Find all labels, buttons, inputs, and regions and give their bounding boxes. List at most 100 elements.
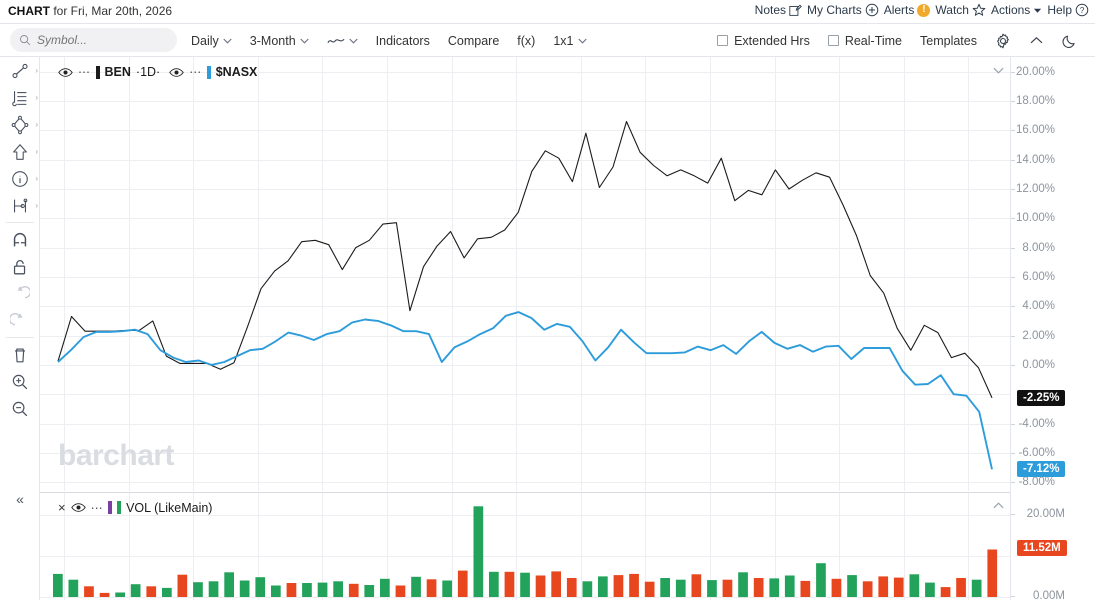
symbol-search-box[interactable] (10, 28, 177, 52)
annotation-list-tool[interactable]: › (0, 84, 40, 111)
volume-bar (691, 574, 702, 597)
fx-button[interactable]: f(x) (508, 24, 544, 57)
volume-bar (224, 572, 234, 598)
chevron-right-icon[interactable]: › (35, 66, 38, 75)
grid-line-v (775, 493, 776, 600)
volume-bar (800, 580, 811, 597)
star-icon[interactable] (972, 3, 986, 17)
chevron-right-icon[interactable]: › (35, 174, 38, 183)
volume-bar (738, 572, 748, 598)
series-symbol-ben[interactable]: BEN (104, 65, 131, 79)
menu-item-watch[interactable]: Watch (935, 3, 986, 17)
moon-icon[interactable] (1062, 33, 1078, 49)
arrow-tool[interactable]: › (0, 138, 40, 165)
grid-line-v (129, 493, 130, 600)
price-badge-nasx: -7.12% (1017, 461, 1066, 478)
trash-tool[interactable] (0, 341, 40, 368)
indicator-menu-icon[interactable]: ⋯ (90, 500, 104, 515)
fibonacci-tool[interactable]: › (0, 192, 40, 219)
chevron-right-icon[interactable]: › (35, 201, 38, 210)
axis-label-000: 0.00% (1022, 358, 1055, 371)
volume-bar (940, 587, 951, 597)
grid-lines (40, 57, 1010, 491)
volume-bar (442, 580, 452, 597)
menu-item-actions[interactable]: Actions (991, 3, 1042, 17)
real-time-checkbox[interactable]: Real-Time (819, 24, 911, 57)
plus-circle-icon[interactable] (865, 3, 879, 17)
chevron-down-icon[interactable] (348, 38, 358, 44)
grid-line-v (581, 57, 582, 491)
alerts-label: Alerts (883, 3, 915, 17)
menu-item-notes[interactable]: Notes (755, 3, 802, 17)
chevron-right-icon[interactable]: › (35, 120, 38, 129)
gear-icon[interactable] (995, 33, 1011, 49)
templates-button[interactable]: Templates (911, 24, 986, 57)
series-symbol-nasx[interactable]: $NASX (215, 65, 258, 79)
chart-canvas[interactable]: barchart ⋯ BEN ·1D· ⋯ $NASX (40, 57, 1010, 600)
remove-indicator-icon[interactable]: × (58, 500, 66, 515)
chevron-down-icon[interactable] (299, 38, 309, 44)
checkbox-box[interactable] (717, 35, 729, 46)
dark-mode-button[interactable] (1053, 24, 1087, 57)
line-chart-icon[interactable] (327, 36, 345, 46)
axis-label-1000: 10.00% (1015, 212, 1055, 225)
pane-collapse-up-icon[interactable] (993, 502, 1004, 509)
extended-hours-checkbox[interactable]: Extended Hrs (708, 24, 819, 57)
chevron-down-icon[interactable] (577, 38, 587, 44)
chevron-up-icon[interactable] (1029, 35, 1044, 46)
axis-tick (1011, 188, 1015, 190)
lock-tool[interactable] (0, 253, 40, 280)
eye-icon[interactable] (169, 67, 184, 78)
zoom-out-tool[interactable] (0, 395, 40, 422)
grid-line-v (193, 57, 194, 491)
line-series-nasx (57, 311, 993, 470)
series-menu-icon[interactable]: ⋯ (189, 65, 202, 79)
my-charts-label: My Charts (807, 3, 862, 17)
series-menu-icon[interactable]: ⋯ (78, 65, 91, 79)
question-circle-icon[interactable]: ? (1075, 3, 1089, 17)
grid-line-h (40, 452, 1010, 454)
draw-line-tool[interactable]: › (0, 57, 40, 84)
pane-collapse-down-icon[interactable] (993, 67, 1004, 74)
menu-item-alerts[interactable]: Alerts ! (884, 3, 931, 17)
timeframe-selector[interactable]: Daily (182, 24, 241, 57)
magnet-tool[interactable] (0, 226, 40, 253)
volume-bar (193, 582, 203, 597)
axis-tick (1011, 423, 1015, 425)
volume-bar (909, 574, 920, 597)
axis-tick (1011, 159, 1015, 161)
grid-line-v (516, 493, 517, 600)
chevron-down-icon[interactable] (223, 38, 232, 44)
eye-icon[interactable] (58, 67, 73, 78)
volume-indicator-label[interactable]: VOL (LikeMain) (126, 500, 213, 515)
note-edit-icon[interactable] (789, 4, 802, 17)
undo-tool[interactable] (0, 280, 40, 307)
alert-badge-icon[interactable]: ! (917, 3, 931, 17)
collapse-toolbar-button[interactable] (1020, 24, 1053, 57)
zoom-in-tool[interactable] (0, 368, 40, 395)
price-axis[interactable]: 20.00% 18.00% 16.00% 14.00% 12.00% 10.00% 8.00… (1010, 57, 1095, 600)
collapse-rail-button[interactable]: « (16, 491, 24, 507)
price-pane[interactable]: barchart ⋯ BEN ·1D· ⋯ $NASX (40, 57, 1010, 491)
volume-pane[interactable]: × ⋯ VOL (LikeMain) (40, 492, 1010, 600)
caret-down-icon[interactable] (1033, 6, 1042, 15)
menu-item-my-charts[interactable]: My Charts (807, 3, 879, 17)
checkbox-box[interactable] (827, 35, 839, 46)
shapes-tool[interactable]: › (0, 111, 40, 138)
settings-button[interactable] (986, 24, 1020, 57)
info-tool[interactable]: › (0, 165, 40, 192)
chevron-right-icon[interactable]: › (35, 93, 38, 102)
chevron-right-icon[interactable]: › (35, 147, 38, 156)
indicators-button[interactable]: Indicators (367, 24, 439, 57)
menu-item-help[interactable]: Help ? (1047, 3, 1089, 17)
eye-icon[interactable] (70, 502, 86, 513)
grid-line-v (64, 493, 65, 600)
chart-type-selector[interactable] (318, 24, 367, 57)
search-icon (19, 34, 31, 46)
period-selector[interactable]: 3-Month (241, 24, 318, 57)
layout-selector[interactable]: 1x1 (544, 24, 595, 57)
compare-button[interactable]: Compare (439, 24, 508, 57)
search-input[interactable] (37, 33, 167, 47)
redo-tool[interactable] (0, 307, 40, 334)
